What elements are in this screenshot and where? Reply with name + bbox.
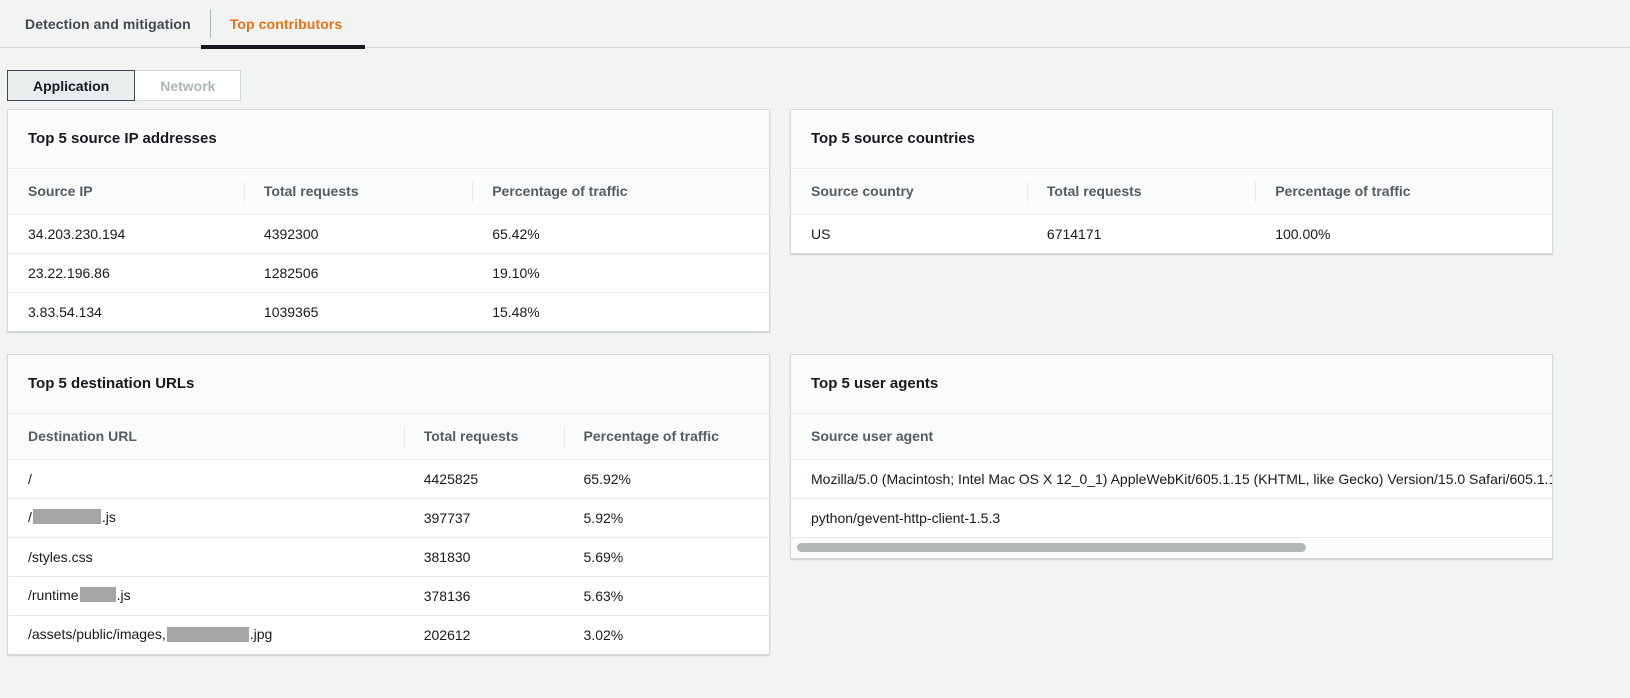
traffic-percentage-cell: 5.92% xyxy=(563,497,769,537)
toggle-application[interactable]: Application xyxy=(7,70,136,101)
table-row: US 6714171 100.00% xyxy=(791,214,1552,253)
table-row: /styles.css 381830 5.69% xyxy=(8,536,769,576)
destination-urls-table: Destination URL Total requests Percentag… xyxy=(8,414,769,654)
table-row: python/gevent-http-client-1.5.3 xyxy=(791,497,1552,537)
column-header: Percentage of traffic xyxy=(1255,169,1552,215)
total-requests-cell: 4425825 xyxy=(423,470,479,487)
top-contributors-content: Application Network Top 5 source IP addr… xyxy=(0,48,1630,655)
source-ip-cell: 3.83.54.134 xyxy=(8,291,244,331)
total-requests-cell: 1039365 xyxy=(243,291,473,331)
tab-top-contributors[interactable]: Top contributors xyxy=(200,0,365,49)
column-header: Source user agent xyxy=(791,414,1552,460)
table-row: / 4425825 65.92% xyxy=(8,459,769,498)
panel-title: Top 5 destination URLs xyxy=(28,375,195,392)
column-header: Source IP xyxy=(8,169,244,215)
horizontal-scrollbar-thumb[interactable] xyxy=(797,543,1307,552)
table-row: 34.203.230.194 4392300 65.42% xyxy=(8,214,769,253)
panel-header: Top 5 destination URLs xyxy=(8,355,769,414)
table-row: /assets/public/images, .jpg 202612 3.02% xyxy=(8,614,769,654)
total-requests-cell: 6714171 xyxy=(1046,225,1102,242)
table-row: 23.22.196.86 1282506 19.10% xyxy=(8,252,769,292)
table-row: /runtime .js 378136 5.63% xyxy=(8,575,769,615)
traffic-percentage-cell: 100.00% xyxy=(1275,225,1331,242)
source-ip-cell: 34.203.230.194 xyxy=(28,225,126,242)
traffic-percentage-cell: 3.02% xyxy=(563,614,769,654)
panel-title: Top 5 user agents xyxy=(811,375,939,392)
redacted-text xyxy=(166,626,249,642)
total-requests-cell: 4392300 xyxy=(263,225,319,242)
source-countries-table: Source country Total requests Percentage… xyxy=(791,169,1552,253)
destination-url-cell: /styles.css xyxy=(8,536,404,576)
column-header: Destination URL xyxy=(8,414,404,460)
traffic-percentage-cell: 19.10% xyxy=(472,252,769,292)
table-header-row: Destination URL Total requests Percentag… xyxy=(8,414,769,460)
tab-detection-and-mitigation[interactable]: Detection and mitigation xyxy=(25,0,210,47)
total-requests-cell: 1282506 xyxy=(243,252,473,292)
source-country-cell: US xyxy=(811,225,831,242)
panel-source-ips: Top 5 source IP addresses Source IP Tota… xyxy=(7,109,770,332)
tab-divider xyxy=(209,9,211,38)
total-requests-cell: 381830 xyxy=(403,536,564,576)
panels-grid: Top 5 source IP addresses Source IP Tota… xyxy=(7,109,1630,655)
panel-destination-urls: Top 5 destination URLs Destination URL T… xyxy=(7,354,770,655)
destination-url-cell: /runtime .js xyxy=(8,575,404,615)
traffic-percentage-cell: 65.42% xyxy=(492,225,540,242)
layer-toggle-group: Application Network xyxy=(7,70,1630,101)
table-header-row: Source IP Total requests Percentage of t… xyxy=(8,169,769,215)
destination-url-cell: / .js xyxy=(8,497,404,537)
user-agent-cell: Mozilla/5.0 (Macintosh; Intel Mac OS X 1… xyxy=(811,470,1552,487)
column-header: Percentage of traffic xyxy=(563,414,769,460)
total-requests-cell: 378136 xyxy=(403,575,564,615)
column-header: Total requests xyxy=(403,414,564,460)
column-header: Total requests xyxy=(1026,169,1256,215)
total-requests-cell: 202612 xyxy=(403,614,564,654)
panel-title: Top 5 source countries xyxy=(811,130,975,147)
toggle-network[interactable]: Network xyxy=(134,70,242,101)
total-requests-cell: 397737 xyxy=(403,497,564,537)
column-header: Source country xyxy=(791,169,1027,215)
table-header-row: Source user agent xyxy=(791,414,1552,460)
panel-header: Top 5 user agents xyxy=(791,355,1552,414)
traffic-percentage-cell: 5.63% xyxy=(563,575,769,615)
redacted-text xyxy=(79,587,116,603)
column-header: Percentage of traffic xyxy=(472,169,769,215)
traffic-percentage-cell: 5.69% xyxy=(563,536,769,576)
destination-url-cell: / xyxy=(28,470,32,487)
table-row: Mozilla/5.0 (Macintosh; Intel Mac OS X 1… xyxy=(791,459,1552,498)
source-ip-cell: 23.22.196.86 xyxy=(8,252,244,292)
panel-header: Top 5 source IP addresses xyxy=(8,110,769,169)
table-header-row: Source country Total requests Percentage… xyxy=(791,169,1552,215)
horizontal-scrollbar-track[interactable] xyxy=(791,537,1552,558)
user-agent-cell: python/gevent-http-client-1.5.3 xyxy=(791,497,1552,537)
column-header: Total requests xyxy=(243,169,473,215)
tab-label: Detection and mitigation xyxy=(25,15,191,32)
destination-url-cell: /assets/public/images, .jpg xyxy=(8,614,404,654)
traffic-percentage-cell: 15.48% xyxy=(472,291,769,331)
table-row: / .js 397737 5.92% xyxy=(8,497,769,537)
table-row: 3.83.54.134 1039365 15.48% xyxy=(8,291,769,331)
panel-header: Top 5 source countries xyxy=(791,110,1552,169)
panel-user-agents: Top 5 user agents Source user agent Mozi… xyxy=(790,354,1553,559)
source-ips-table: Source IP Total requests Percentage of t… xyxy=(8,169,769,331)
traffic-percentage-cell: 65.92% xyxy=(583,470,631,487)
tab-label: Top contributors xyxy=(229,15,343,32)
panel-source-countries: Top 5 source countries Source country To… xyxy=(790,109,1553,254)
redacted-text xyxy=(32,509,101,525)
panel-title: Top 5 source IP addresses xyxy=(28,130,217,147)
tab-bar: Detection and mitigation Top contributor… xyxy=(0,0,1630,49)
user-agents-table: Source user agent Mozilla/5.0 (Macintosh… xyxy=(791,414,1552,537)
